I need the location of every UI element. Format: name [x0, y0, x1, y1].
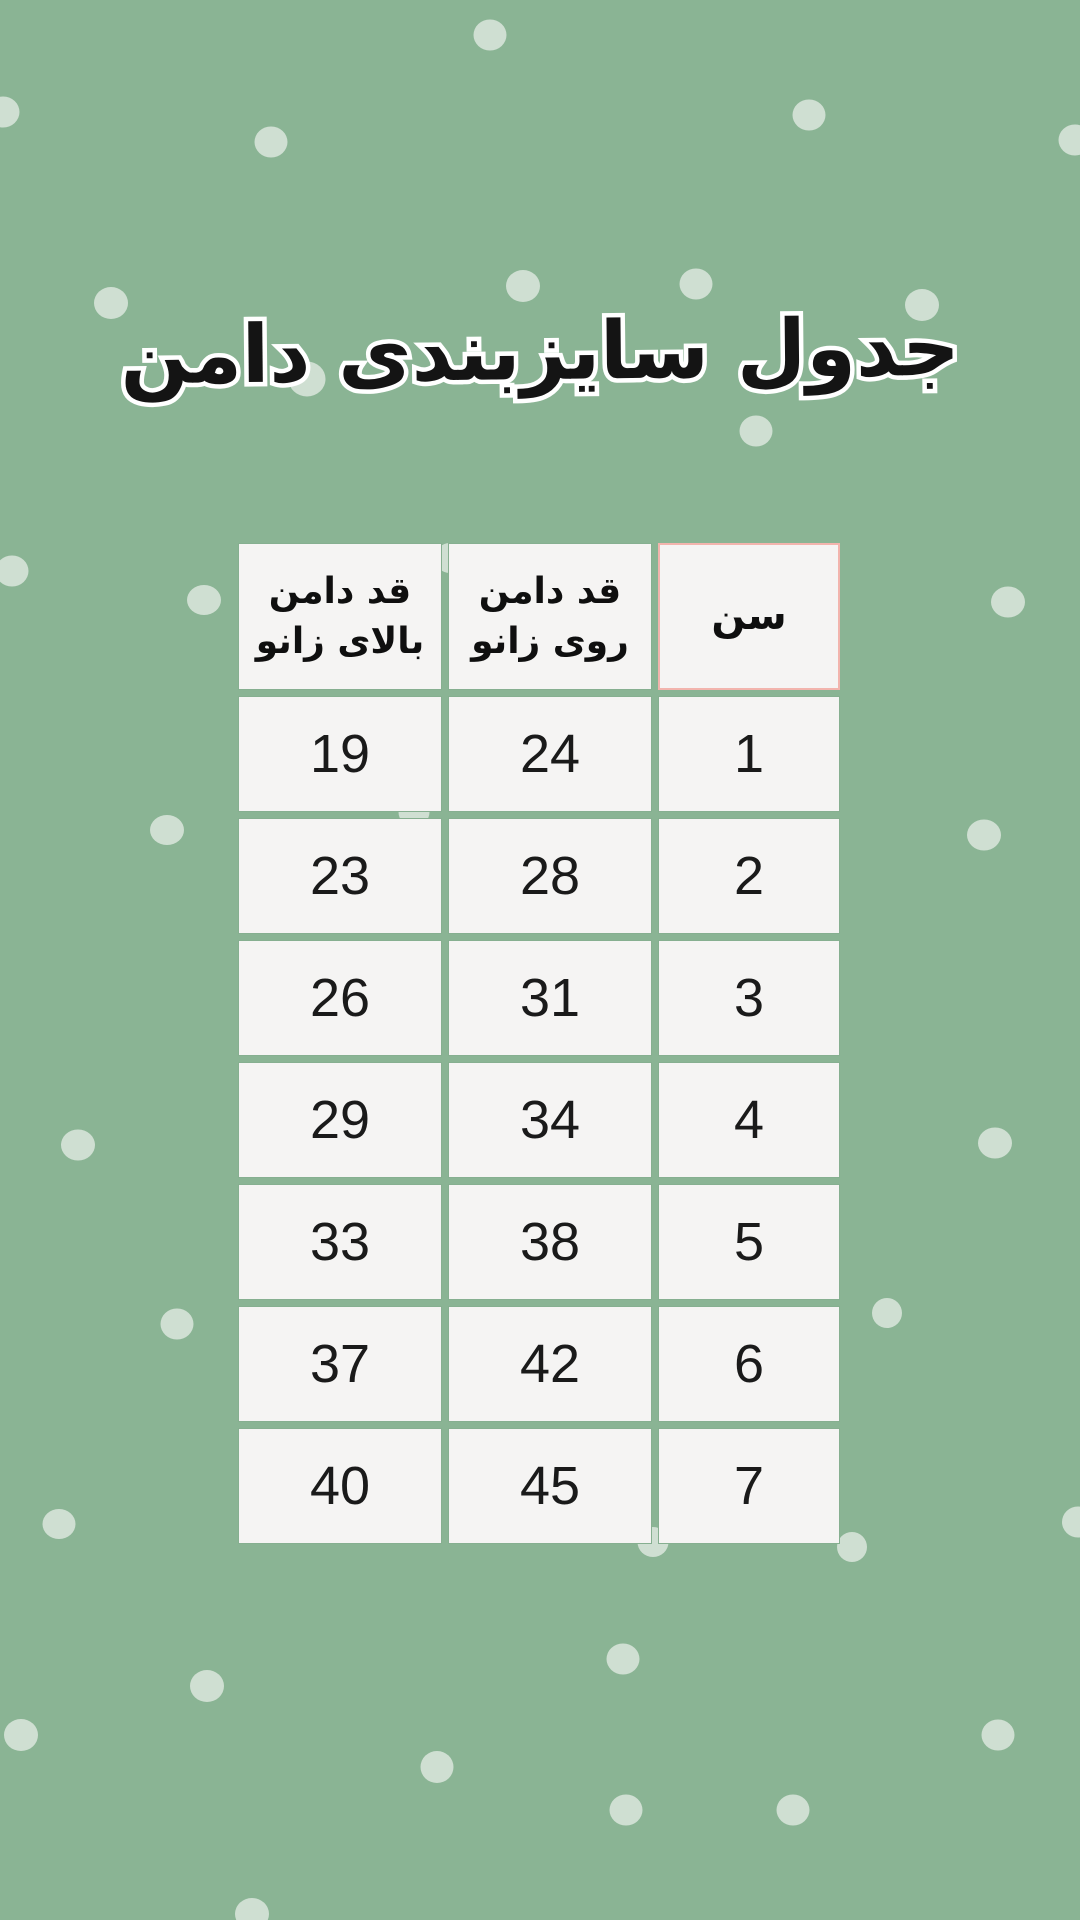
size-table-cell-on_knee-row2: 28 [448, 818, 652, 934]
polka-dot [905, 289, 939, 321]
size-table-cell-above_knee-row7: 40 [238, 1428, 442, 1544]
polka-dot [42, 1509, 76, 1539]
polka-dot [991, 586, 1025, 618]
size-table-header-age: سن [658, 543, 840, 690]
size-table-cell-on_knee-row6: 42 [448, 1306, 652, 1422]
polka-dot [1062, 1506, 1080, 1538]
polka-dot [420, 1751, 454, 1783]
size-table-cell-on_knee-row3: 31 [448, 940, 652, 1056]
polka-dot [967, 819, 1001, 851]
polka-dot [981, 1719, 1015, 1751]
size-table-cell-above_knee-row5: 33 [238, 1184, 442, 1300]
polka-dot [0, 555, 29, 587]
size-table: سن قد دامن روی زانو قد دامن بالای زانو 1… [238, 543, 840, 1544]
size-table-cell-above_knee-row3: 26 [238, 940, 442, 1056]
size-table-cell-above_knee-row1: 19 [238, 696, 442, 812]
polka-dot [150, 815, 184, 845]
size-table-cell-age-row7: 7 [658, 1428, 840, 1544]
size-table-cell-age-row3: 3 [658, 940, 840, 1056]
polka-dot [837, 1532, 867, 1562]
polka-dot [94, 287, 128, 319]
polka-dot [506, 270, 540, 302]
polka-dot [776, 1794, 810, 1826]
size-table-cell-on_knee-row4: 34 [448, 1062, 652, 1178]
polka-dot [288, 361, 326, 397]
polka-dot [4, 1719, 38, 1751]
polka-dot [978, 1127, 1012, 1159]
polka-dot [190, 1670, 224, 1702]
polka-dot [679, 268, 713, 300]
polka-dot [187, 585, 221, 615]
size-table-cell-age-row5: 5 [658, 1184, 840, 1300]
polka-dot [160, 1308, 194, 1340]
size-table-cell-age-row6: 6 [658, 1306, 840, 1422]
size-table-cell-above_knee-row4: 29 [238, 1062, 442, 1178]
size-table-cell-on_knee-row1: 24 [448, 696, 652, 812]
polka-dot [792, 99, 826, 131]
polka-dot [473, 19, 507, 51]
polka-dot [872, 1298, 902, 1328]
size-table-cell-on_knee-row7: 45 [448, 1428, 652, 1544]
size-table-cell-above_knee-row6: 37 [238, 1306, 442, 1422]
size-table-cell-age-row4: 4 [658, 1062, 840, 1178]
polka-dot [1058, 124, 1080, 156]
polka-dot [61, 1129, 95, 1161]
polka-dot [739, 415, 773, 447]
polka-dot [606, 1643, 640, 1675]
size-table-header-on-knee: قد دامن روی زانو [448, 543, 652, 690]
size-table-header-above-knee: قد دامن بالای زانو [238, 543, 442, 690]
polka-dot [0, 96, 20, 128]
polka-dot [609, 1794, 643, 1826]
polka-dot [235, 1898, 269, 1920]
size-table-cell-above_knee-row2: 23 [238, 818, 442, 934]
polka-dot [254, 126, 288, 158]
size-table-cell-age-row2: 2 [658, 818, 840, 934]
size-table-cell-age-row1: 1 [658, 696, 840, 812]
size-table-cell-on_knee-row5: 38 [448, 1184, 652, 1300]
page-title: جدول سایزبندی دامن [115, 296, 964, 407]
